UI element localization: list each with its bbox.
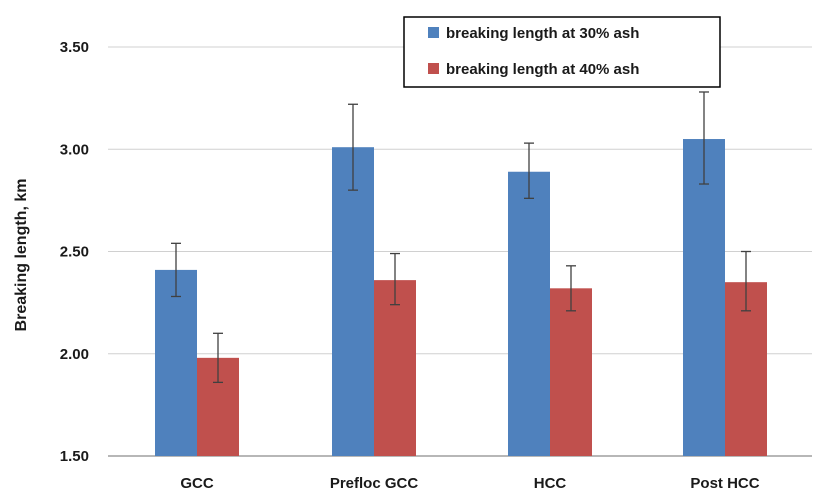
bar-series-1-hcc — [508, 171, 550, 456]
x-tick-label: HCC — [534, 475, 567, 492]
bar-series-2-hcc — [550, 288, 592, 456]
legend-frame — [403, 16, 721, 88]
bars — [155, 139, 767, 456]
error-bars — [171, 91, 751, 384]
y-tick-label: 3.50 — [60, 39, 89, 56]
legend: breaking length at 30% ash breaking leng… — [403, 16, 721, 88]
legend-label-series-1: breaking length at 30% ash — [446, 25, 639, 42]
y-axis-title: Breaking length, km — [13, 179, 30, 332]
legend-swatch-series-1 — [428, 27, 439, 38]
x-axis-tick-labels: GCC Prefloc GCC HCC Post HCC — [180, 475, 759, 492]
bar-series-1-prefloc-gcc — [332, 147, 374, 456]
bar-series-1-gcc — [155, 269, 197, 456]
x-tick-label: GCC — [180, 475, 214, 492]
x-tick-label: Post HCC — [690, 475, 759, 492]
y-axis-tick-labels: 1.50 2.00 2.50 3.00 3.50 — [60, 39, 89, 465]
bar-series-2-prefloc-gcc — [374, 280, 416, 456]
y-tick-label: 2.50 — [60, 244, 89, 261]
bar-series-1-post-hcc — [683, 139, 725, 456]
legend-label-series-2: breaking length at 40% ash — [446, 61, 639, 78]
y-tick-label: 2.00 — [60, 346, 89, 363]
y-tick-label: 1.50 — [60, 448, 89, 465]
y-tick-label: 3.00 — [60, 141, 89, 158]
x-tick-label: Prefloc GCC — [330, 475, 419, 492]
legend-swatch-series-2 — [428, 63, 439, 74]
